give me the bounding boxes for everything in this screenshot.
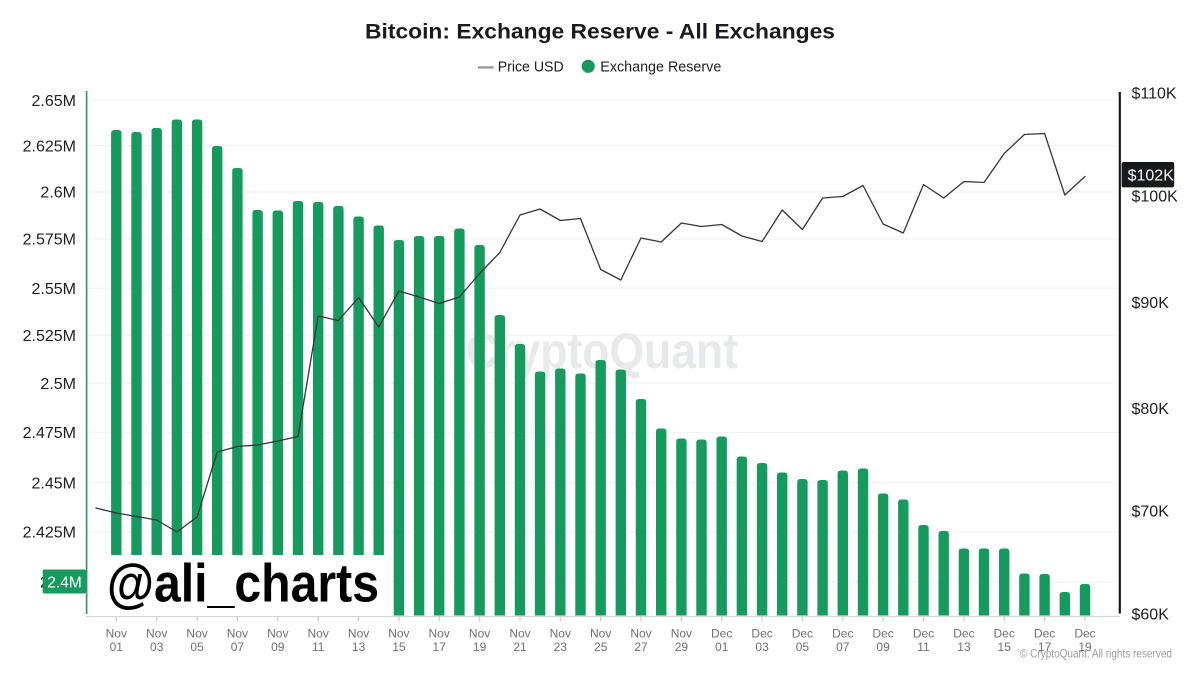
svg-text:Nov: Nov: [186, 627, 207, 641]
svg-text:11: 11: [917, 640, 930, 654]
svg-text:© CryptoQuant. All rights rese: © CryptoQuant. All rights reserved: [1020, 649, 1172, 661]
svg-text:19: 19: [473, 640, 487, 654]
svg-text:Dec: Dec: [711, 627, 732, 641]
svg-text:11: 11: [312, 640, 325, 654]
svg-text:09: 09: [271, 640, 285, 654]
svg-text:25: 25: [594, 640, 608, 654]
svg-text:Dec: Dec: [1034, 627, 1055, 641]
svg-text:Dec: Dec: [1074, 627, 1095, 641]
svg-text:21: 21: [513, 640, 527, 654]
svg-text:01: 01: [715, 640, 729, 654]
svg-text:2.475M: 2.475M: [23, 425, 76, 442]
svg-text:Nov: Nov: [550, 627, 571, 641]
svg-text:$90K: $90K: [1132, 295, 1170, 312]
svg-text:Nov: Nov: [388, 627, 409, 641]
svg-text:2.575M: 2.575M: [23, 232, 76, 249]
svg-text:Nov: Nov: [509, 627, 530, 641]
svg-text:$70K: $70K: [1132, 503, 1170, 520]
svg-text:2.6M: 2.6M: [40, 185, 76, 202]
svg-text:Dec: Dec: [872, 627, 893, 641]
svg-text:Nov: Nov: [348, 627, 369, 641]
svg-text:29: 29: [675, 640, 689, 654]
svg-text:2.4M: 2.4M: [47, 574, 81, 591]
svg-text:Nov: Nov: [146, 627, 167, 641]
svg-text:23: 23: [554, 640, 568, 654]
svg-text:07: 07: [836, 640, 850, 654]
svg-text:Dec: Dec: [953, 627, 974, 641]
svg-text:Nov: Nov: [671, 627, 692, 641]
svg-text:Bitcoin: Exchange Reserve - Al: Bitcoin: Exchange Reserve - All Exchange…: [365, 19, 835, 43]
svg-text:Dec: Dec: [792, 627, 813, 641]
svg-text:Nov: Nov: [630, 627, 651, 641]
svg-text:Nov: Nov: [308, 627, 329, 641]
svg-text:Price USD: Price USD: [498, 58, 564, 75]
svg-text:01: 01: [110, 640, 124, 654]
svg-text:05: 05: [796, 640, 810, 654]
svg-text:03: 03: [755, 640, 769, 654]
svg-text:07: 07: [231, 640, 245, 654]
svg-text:$110K: $110K: [1132, 86, 1177, 103]
svg-text:2.65M: 2.65M: [32, 93, 76, 110]
svg-text:2.5M: 2.5M: [40, 376, 76, 393]
svg-text:09: 09: [876, 640, 890, 654]
svg-text:Nov: Nov: [590, 627, 611, 641]
svg-text:17: 17: [1038, 640, 1052, 654]
svg-text:Nov: Nov: [429, 627, 450, 641]
svg-text:Dec: Dec: [994, 627, 1015, 641]
svg-text:Nov: Nov: [469, 627, 490, 641]
svg-text:27: 27: [634, 640, 648, 654]
svg-text:Dec: Dec: [832, 627, 853, 641]
svg-text:$102K: $102K: [1128, 167, 1175, 184]
svg-text:13: 13: [957, 640, 971, 654]
svg-text:$60K: $60K: [1132, 607, 1170, 624]
svg-text:2.625M: 2.625M: [23, 138, 76, 155]
svg-text:2.55M: 2.55M: [32, 281, 76, 298]
svg-text:Nov: Nov: [227, 627, 248, 641]
svg-text:$80K: $80K: [1132, 401, 1170, 418]
svg-text:$100K: $100K: [1132, 189, 1179, 206]
svg-text:2.45M: 2.45M: [32, 475, 76, 492]
svg-text:Nov: Nov: [267, 627, 288, 641]
svg-text:13: 13: [352, 640, 366, 654]
svg-text:Nov: Nov: [106, 627, 127, 641]
svg-text:2.425M: 2.425M: [23, 525, 76, 542]
svg-text:15: 15: [392, 640, 406, 654]
svg-text:2.525M: 2.525M: [23, 328, 76, 345]
svg-text:17: 17: [433, 640, 447, 654]
svg-text:03: 03: [150, 640, 164, 654]
svg-text:15: 15: [998, 640, 1012, 654]
svg-text:19: 19: [1078, 640, 1092, 654]
svg-text:05: 05: [190, 640, 204, 654]
svg-text:Exchange Reserve: Exchange Reserve: [600, 58, 721, 75]
svg-text:Dec: Dec: [751, 627, 772, 641]
svg-text:@ali_charts: @ali_charts: [107, 554, 379, 614]
svg-text:Dec: Dec: [913, 627, 934, 641]
